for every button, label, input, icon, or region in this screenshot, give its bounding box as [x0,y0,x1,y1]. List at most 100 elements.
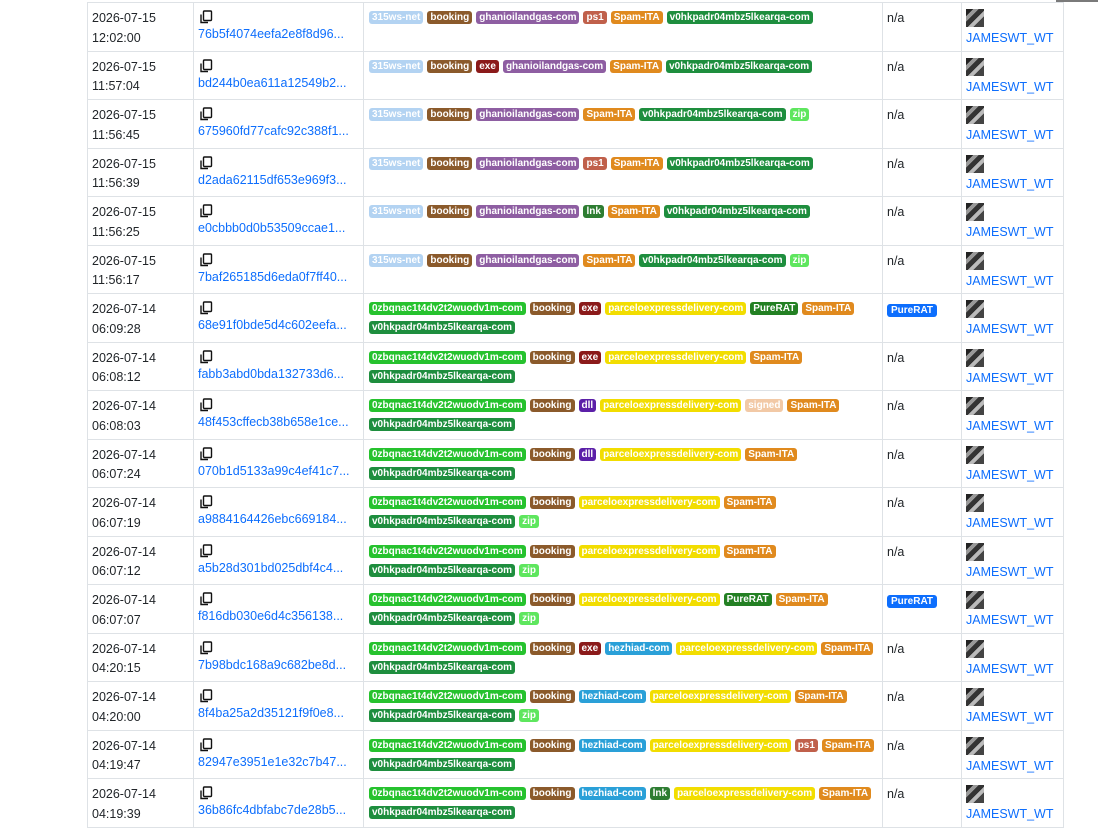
tag-badge[interactable]: v0hkpadr04mbz5lkearqa-com [639,108,786,121]
tag-badge[interactable]: v0hkpadr04mbz5lkearqa-com [369,466,516,480]
copy-icon[interactable] [199,398,213,412]
tag-badge[interactable]: PureRAT [750,302,799,315]
tag-badge[interactable]: zip [519,563,539,577]
tag-badge[interactable]: v0hkpadr04mbz5lkearqa-com [369,709,516,722]
tag-badge[interactable]: Spam-ITA [723,544,776,558]
tag-badge[interactable]: parceloexpressdelivery-com [605,350,747,364]
tag-badge[interactable]: parceloexpressdelivery-com [600,447,742,461]
reporter-link[interactable]: JAMESWT_WT [966,564,1054,579]
sha256-hash-link[interactable]: 8f4ba25a2d35121f9f0e8... [198,706,344,720]
copy-icon[interactable] [199,252,213,267]
reporter-link[interactable]: JAMESWT_WT [966,273,1054,288]
tag-badge[interactable]: Spam-ITA [750,350,803,364]
tag-badge[interactable]: exe [578,350,602,364]
tag-badge[interactable]: parceloexpressdelivery-com [649,738,791,752]
tag-badge[interactable]: Spam-ITA [610,156,663,170]
reporter-link[interactable]: JAMESWT_WT [966,516,1054,530]
sha256-hash-link[interactable]: 7b98bdc168a9c682be8d... [198,657,347,672]
tag-badge[interactable]: ghanioilandgas-com [476,253,580,267]
sha256-hash-link[interactable]: fabb3abd0bda132733d6... [198,366,344,381]
reporter-link[interactable]: JAMESWT_WT [966,176,1054,191]
tag-badge[interactable]: ps1 [583,156,607,170]
tag-badge[interactable]: v0hkpadr04mbz5lkearqa-com [369,418,516,431]
copy-icon[interactable] [199,640,213,655]
tag-badge[interactable]: booking [427,205,473,218]
tag-badge[interactable]: 0zbqnac1t4dv2t2wuodv1m-com [369,350,526,364]
sha256-hash-link[interactable]: f816db030e6d4c356138... [198,609,344,623]
tag-badge[interactable]: Spam-ITA [802,302,855,315]
tag-badge[interactable]: v0hkpadr04mbz5lkearqa-com [369,660,516,674]
tag-badge[interactable]: booking [427,59,473,73]
tag-badge[interactable]: booking [529,496,575,509]
tag-badge[interactable]: Spam-ITA [794,690,847,703]
sha256-hash-link[interactable]: 76b5f4074eefa2e8f8d96... [198,27,344,41]
tag-badge[interactable]: Spam-ITA [607,205,660,218]
tag-badge[interactable]: hezhiad-com [605,641,673,655]
reporter-link[interactable]: JAMESWT_WT [966,807,1054,821]
sha256-hash-link[interactable]: 070b1d5133a99c4ef41c7... [198,463,350,478]
tag-badge[interactable]: Spam-ITA [819,787,872,800]
tag-badge[interactable]: booking [529,690,575,703]
tag-badge[interactable]: lnk [583,205,604,218]
tag-badge[interactable]: booking [529,350,575,364]
sha256-hash-link[interactable]: 675960fd77cafc92c388f1... [198,124,349,138]
tag-badge[interactable]: 315ws-net [369,253,424,267]
tag-badge[interactable]: 0zbqnac1t4dv2t2wuodv1m-com [369,641,526,655]
tag-badge[interactable]: dll [578,399,597,412]
tag-badge[interactable]: v0hkpadr04mbz5lkearqa-com [666,59,813,73]
tag-badge[interactable]: 0zbqnac1t4dv2t2wuodv1m-com [369,399,526,412]
tag-badge[interactable]: v0hkpadr04mbz5lkearqa-com [666,156,813,170]
reporter-link[interactable]: JAMESWT_WT [966,225,1054,239]
tag-badge[interactable]: Spam-ITA [821,641,874,655]
tag-badge[interactable]: v0hkpadr04mbz5lkearqa-com [369,515,516,528]
tag-badge[interactable]: parceloexpressdelivery-com [605,302,747,315]
tag-badge[interactable]: parceloexpressdelivery-com [674,787,816,800]
sha256-hash-link[interactable]: 82947e3951e1e32c7b47... [198,754,347,769]
tag-badge[interactable]: Spam-ITA [583,253,636,267]
tag-badge[interactable]: booking [529,593,575,606]
tag-badge[interactable]: zip [789,253,810,267]
reporter-link[interactable]: JAMESWT_WT [966,370,1054,385]
tag-badge[interactable]: zip [519,612,539,625]
reporter-link[interactable]: JAMESWT_WT [966,322,1054,336]
tag-badge[interactable]: booking [427,156,473,170]
tag-badge[interactable]: parceloexpressdelivery-com [578,593,720,606]
tag-badge[interactable]: 315ws-net [369,205,424,218]
tag-badge[interactable]: zip [519,709,539,722]
reporter-link[interactable]: JAMESWT_WT [966,467,1054,482]
sha256-hash-link[interactable]: 36b86fc4dbfabc7de28b5... [198,803,347,817]
sha256-hash-link[interactable]: e0cbbb0d0b53509ccae1... [198,221,346,235]
tag-badge[interactable]: booking [427,108,473,121]
tag-badge[interactable]: v0hkpadr04mbz5lkearqa-com [666,11,813,24]
tag-badge[interactable]: zip [789,108,810,121]
sha256-hash-link[interactable]: 68e91f0bde5d4c602eefa... [198,318,347,332]
tag-badge[interactable]: 315ws-net [369,156,424,170]
tag-badge[interactable]: ps1 [583,11,607,24]
tag-badge[interactable]: 0zbqnac1t4dv2t2wuodv1m-com [369,496,526,509]
copy-icon[interactable] [199,689,213,703]
tag-badge[interactable]: booking [529,302,575,315]
tag-badge[interactable]: ghanioilandgas-com [476,11,580,24]
tag-badge[interactable]: booking [427,11,473,24]
tag-badge[interactable]: v0hkpadr04mbz5lkearqa-com [639,253,786,267]
sha256-hash-link[interactable]: a5b28d301bd025dbf4c4... [198,560,344,575]
tag-badge[interactable]: 315ws-net [369,59,424,73]
tag-badge[interactable]: Spam-ITA [775,593,828,606]
tag-badge[interactable]: Spam-ITA [583,108,636,121]
sha256-hash-link[interactable]: a9884164426ebc669184... [198,512,347,526]
tag-badge[interactable]: exe [578,302,602,315]
tag-badge[interactable]: hezhiad-com [578,787,646,800]
tag-badge[interactable]: ghanioilandgas-com [476,108,580,121]
copy-icon[interactable] [199,155,213,170]
tag-badge[interactable]: parceloexpressdelivery-com [578,496,720,509]
copy-icon[interactable] [199,10,213,24]
tag-badge[interactable]: ghanioilandgas-com [476,156,580,170]
copy-icon[interactable] [199,543,213,558]
tag-badge[interactable]: signed [745,399,784,412]
tag-badge[interactable]: v0hkpadr04mbz5lkearqa-com [369,757,516,771]
copy-icon[interactable] [199,204,213,218]
reporter-link[interactable]: JAMESWT_WT [966,613,1054,627]
tag-badge[interactable]: v0hkpadr04mbz5lkearqa-com [369,806,516,819]
tag-badge[interactable]: parceloexpressdelivery-com [578,544,720,558]
sha256-hash-link[interactable]: bd244b0ea611a12549b2... [198,75,347,90]
